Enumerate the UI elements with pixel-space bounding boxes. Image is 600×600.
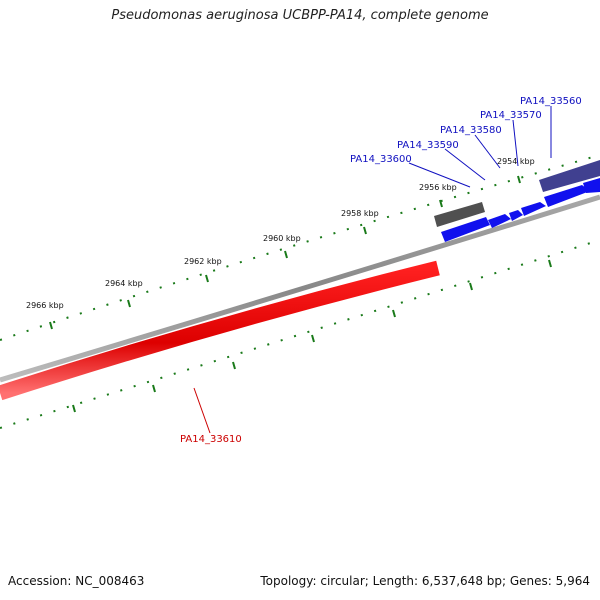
tick-label-2964: 2964 kbp [105,279,143,288]
gene-label-PA14_33590[interactable]: PA14_33590 [397,140,459,151]
genome-backbone [0,194,600,383]
leader-PA14_33590 [444,148,486,181]
gene-highlight-slate[interactable] [539,160,600,192]
tick-label-2960: 2960 kbp [263,234,301,243]
gene-label-PA14_33600[interactable]: PA14_33600 [350,154,412,165]
tick-label-2956: 2956 kbp [419,183,457,192]
gene-label-PA14_33580[interactable]: PA14_33580 [440,125,502,136]
outer-tick-track [0,154,600,341]
gene-PA14_33610-arrow[interactable] [0,260,440,401]
gene-PA14_33600-arrow[interactable] [441,217,490,242]
gene-PA14_33570-arrow[interactable] [521,202,546,216]
tick-label-2954: 2954 kbp [497,157,535,166]
gene-PA14_33590-arrow[interactable] [488,214,511,228]
gene-downstream-arrow[interactable] [583,178,600,193]
tick-label-2958: 2958 kbp [341,209,379,218]
gene-rna-grey[interactable] [434,202,485,227]
inner-tick-track [0,239,600,429]
gene-label-PA14_33610[interactable]: PA14_33610 [180,434,242,445]
leader-PA14_33570 [512,119,519,167]
map-title: Pseudomonas aeruginosa UCBPP-PA14, compl… [111,8,489,23]
accession-text: Accession: NC_008463 [8,574,145,588]
label-leaders [193,106,552,434]
leader-PA14_33600 [408,162,471,188]
gene-label-PA14_33560[interactable]: PA14_33560 [520,96,582,107]
forward-genes [441,178,600,242]
tick-label-2962: 2962 kbp [184,257,222,266]
gene-label-PA14_33570[interactable]: PA14_33570 [480,110,542,121]
leader-PA14_33580 [474,134,501,169]
gene-PA14_33560-arrow[interactable] [544,185,590,207]
leader-PA14_33610 [193,387,211,434]
topology-summary: Topology: circular; Length: 6,537,648 bp… [260,574,590,588]
gene-PA14_33580-arrow[interactable] [509,210,523,221]
tick-label-2966: 2966 kbp [26,301,64,310]
major-ticks [49,175,552,413]
